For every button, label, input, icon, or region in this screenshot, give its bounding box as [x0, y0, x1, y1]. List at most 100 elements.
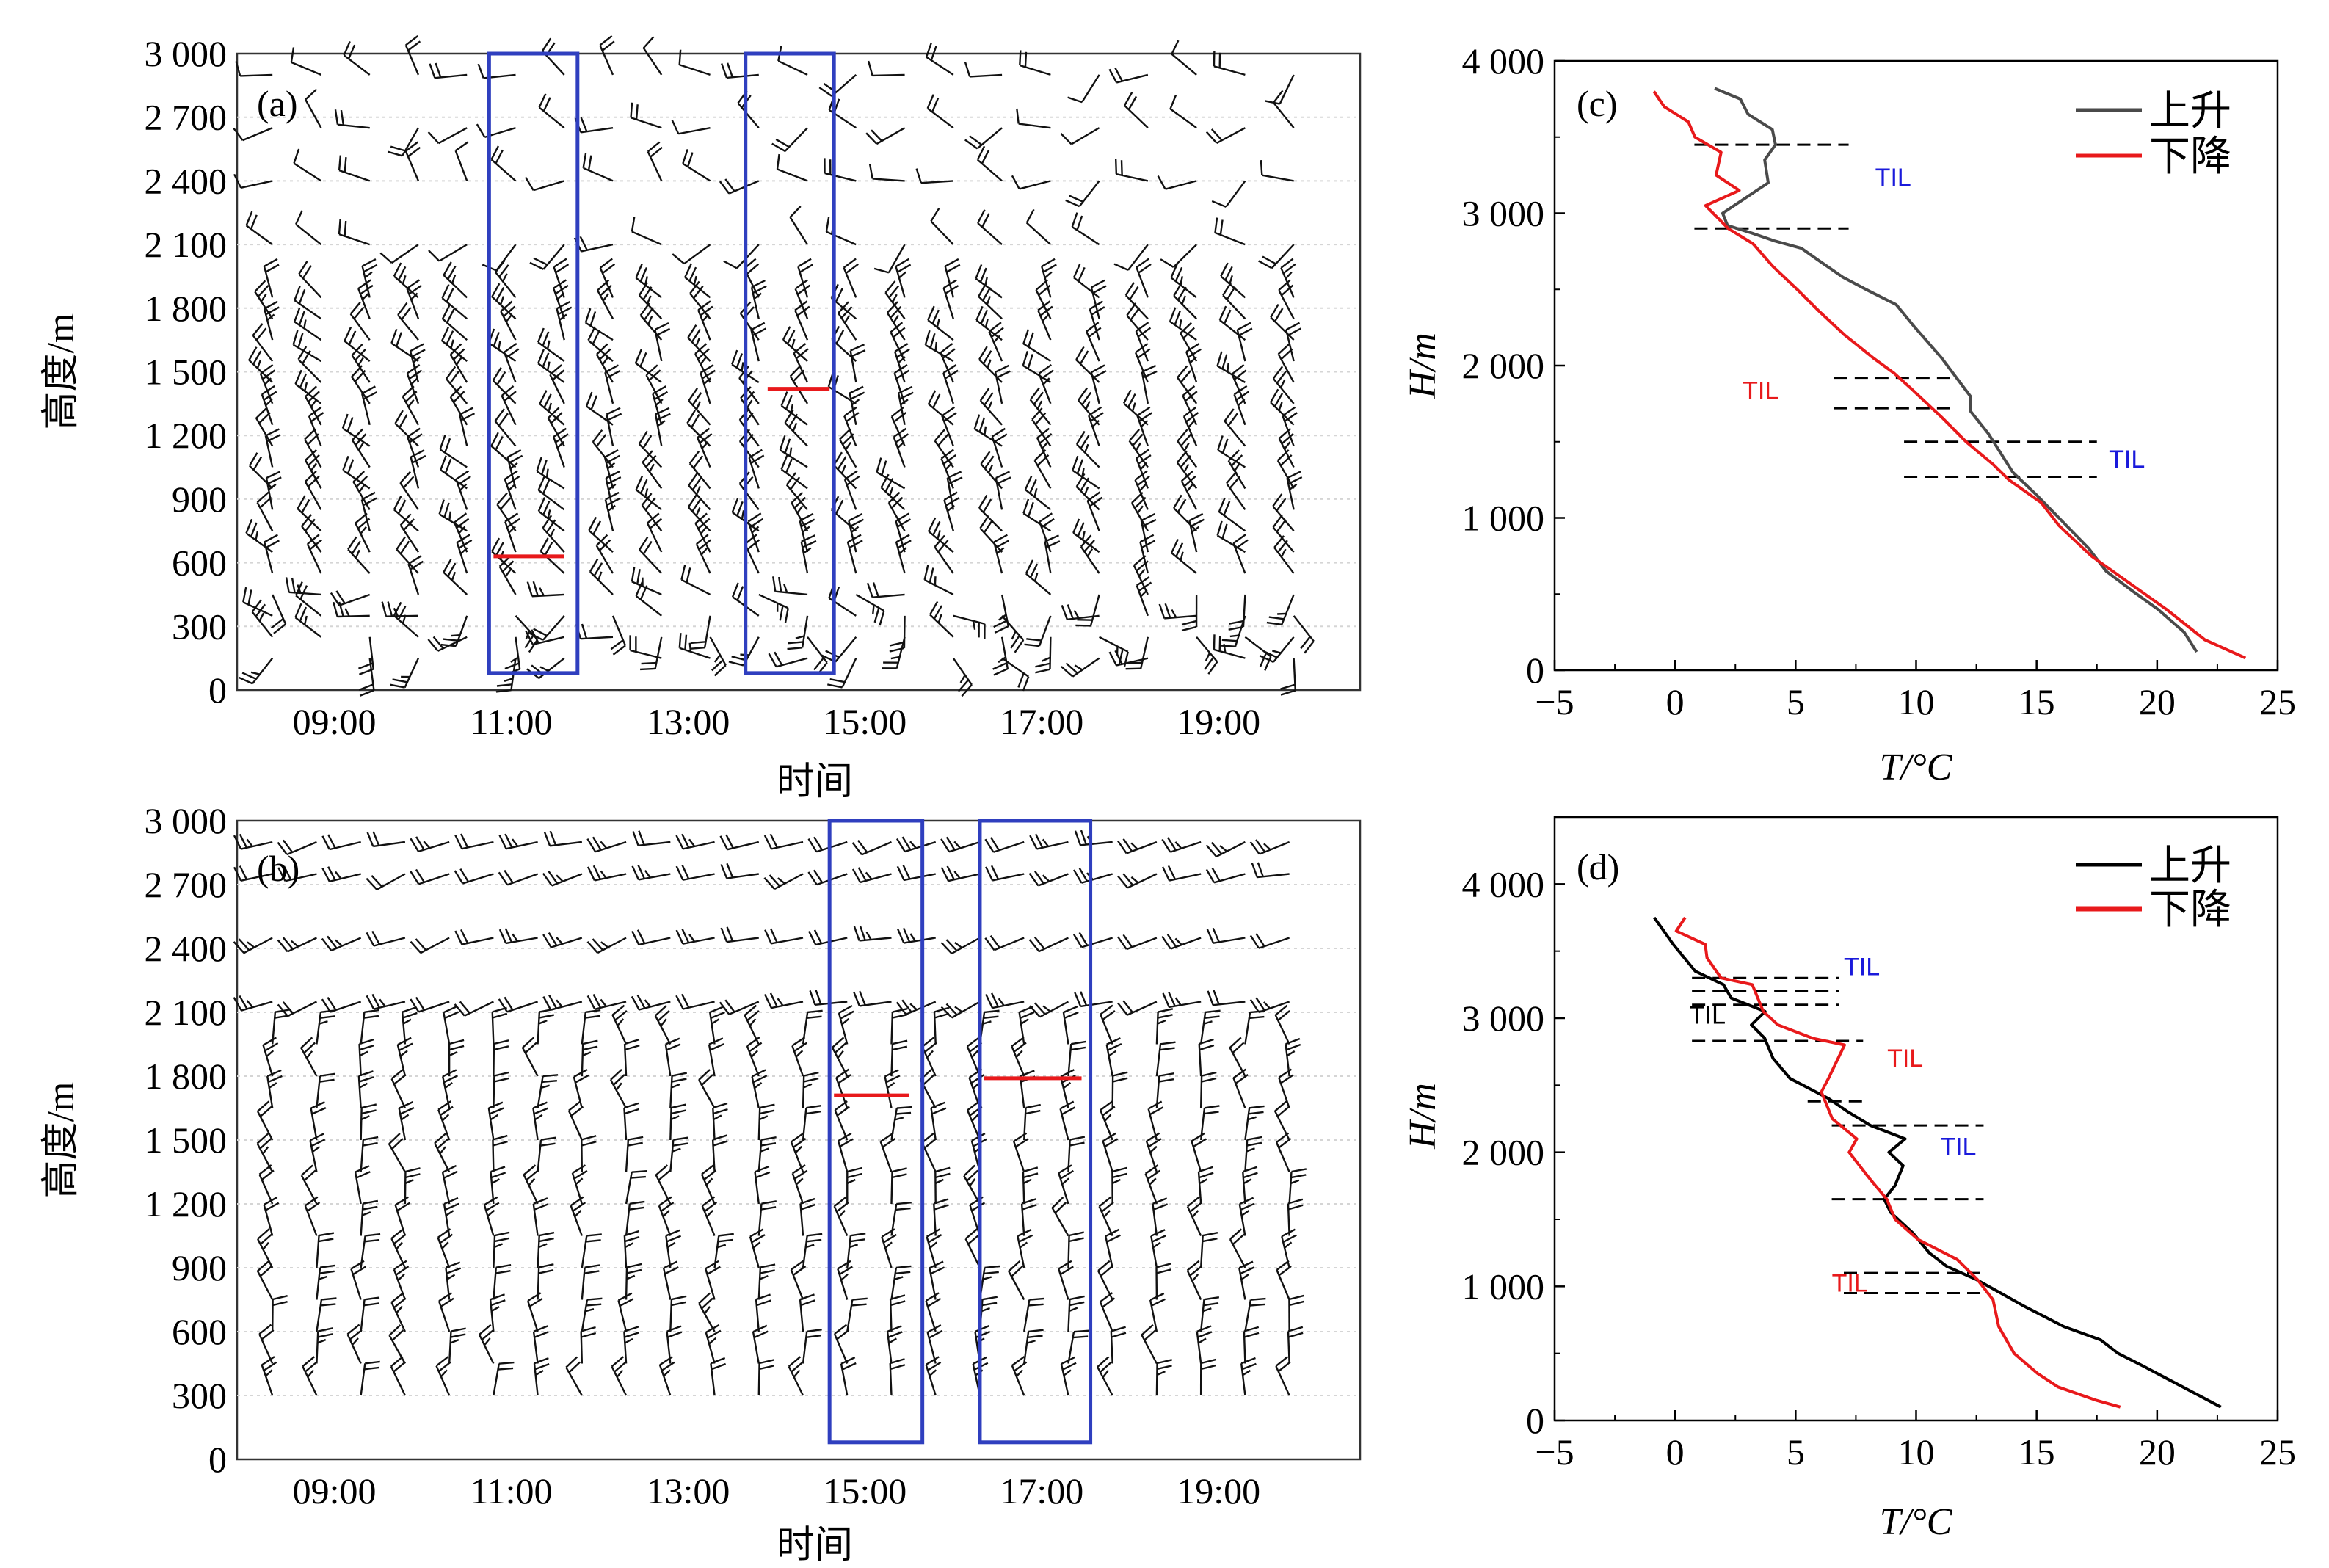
- barb-feather: [586, 1297, 603, 1301]
- barb-feather: [628, 1136, 644, 1141]
- barb-feather: [1086, 548, 1094, 557]
- wind-barb: [581, 1297, 603, 1332]
- barb-feather: [1122, 873, 1134, 886]
- barb-feather: [319, 1072, 335, 1077]
- barb-feather: [1281, 433, 1294, 445]
- barb-feather: [853, 991, 861, 1006]
- barb-feather: [1063, 1081, 1072, 1089]
- barb-feather: [866, 582, 873, 598]
- barb-shaft: [1199, 1299, 1205, 1332]
- wind-barb: [449, 385, 468, 426]
- wind-barb: [300, 1164, 318, 1205]
- barb-feather: [779, 605, 784, 621]
- barb-feather: [321, 1297, 337, 1301]
- barb-feather: [1026, 638, 1042, 642]
- barb-feather: [764, 929, 772, 944]
- barb-feather: [631, 566, 636, 582]
- wind-barb: [490, 145, 517, 182]
- wind-barb: [334, 109, 370, 129]
- barb-shaft: [1216, 127, 1246, 145]
- barb-feather: [980, 451, 991, 465]
- wind-barb: [537, 327, 565, 363]
- wind-barb: [304, 470, 322, 510]
- barb-feather: [843, 406, 857, 417]
- barb-feather: [849, 540, 863, 549]
- wind-barb: [404, 141, 421, 181]
- barb-feather: [777, 998, 784, 1006]
- barb-feather: [894, 1117, 904, 1121]
- barb-feather: [1226, 286, 1236, 300]
- barb-feather: [542, 97, 551, 112]
- barb-feather: [572, 1202, 586, 1212]
- barb-feather: [791, 338, 796, 348]
- barb-shaft: [506, 873, 539, 886]
- barb-feather: [1262, 650, 1278, 658]
- barb-shaft: [1127, 873, 1158, 889]
- barb-feather: [617, 1018, 625, 1026]
- barb-feather: [1033, 871, 1044, 885]
- barb-feather: [666, 1241, 676, 1249]
- wind-barb: [846, 534, 863, 574]
- barb-feather: [1074, 664, 1083, 671]
- wind-barb: [886, 301, 906, 341]
- barb-feather: [925, 42, 933, 58]
- barb-feather: [254, 280, 266, 293]
- barb-feather: [344, 327, 352, 342]
- barb-feather: [265, 1369, 273, 1377]
- panel-label: (a): [257, 83, 298, 124]
- series-line-fall: [1674, 916, 2121, 1409]
- wind-barb: [490, 432, 517, 468]
- barb-shaft: [490, 445, 517, 468]
- barb-feather: [1191, 1132, 1205, 1142]
- barb-feather: [233, 941, 245, 954]
- barb-shaft: [669, 1139, 675, 1172]
- barb-feather: [630, 102, 633, 118]
- wind-barb: [1098, 1196, 1114, 1236]
- barb-feather: [454, 870, 464, 885]
- barb-feather: [602, 293, 609, 302]
- barb-feather: [264, 1042, 279, 1052]
- wind-barb: [1019, 50, 1051, 76]
- barb-feather: [825, 217, 830, 232]
- barb-feather: [548, 402, 553, 412]
- barb-feather: [671, 1083, 680, 1089]
- wind-barb: [980, 451, 1003, 490]
- barb-shaft: [683, 244, 711, 265]
- barb-feather: [971, 1114, 979, 1122]
- barb-feather: [1029, 835, 1038, 850]
- barb-feather: [954, 1006, 963, 1013]
- wind-barb: [641, 493, 663, 531]
- wind-barb: [1033, 449, 1052, 490]
- wind-barb: [984, 837, 1025, 853]
- barb-shaft: [242, 127, 273, 142]
- barb-feather: [320, 1303, 336, 1307]
- barb-feather: [1249, 1105, 1265, 1109]
- wind-barb: [1169, 94, 1197, 129]
- wind-barb: [252, 323, 274, 362]
- barb-feather: [372, 831, 380, 846]
- wind-barb: [738, 429, 760, 468]
- barb-feather: [888, 1337, 897, 1344]
- barb-feather: [719, 1233, 734, 1237]
- barb-shaft: [1272, 526, 1295, 553]
- barb-feather: [702, 369, 716, 380]
- barb-feather: [1150, 1229, 1166, 1237]
- wind-barb: [635, 581, 663, 617]
- barb-feather: [655, 399, 664, 406]
- barb-feather: [731, 498, 739, 513]
- wind-barb: [928, 517, 954, 553]
- barb-feather: [1078, 868, 1089, 882]
- wind-barb: [974, 1324, 991, 1364]
- barb-feather: [835, 287, 843, 302]
- barb-feather: [929, 600, 939, 615]
- barb-feather: [975, 305, 984, 321]
- barb-feather: [929, 1241, 937, 1249]
- barb-feather: [896, 1106, 912, 1109]
- barb-feather: [1277, 343, 1290, 355]
- barb-feather: [849, 1238, 865, 1243]
- barb-feather: [539, 1237, 554, 1243]
- barb-feather: [390, 1068, 404, 1080]
- barb-feather: [406, 279, 421, 290]
- barb-shaft: [789, 217, 809, 245]
